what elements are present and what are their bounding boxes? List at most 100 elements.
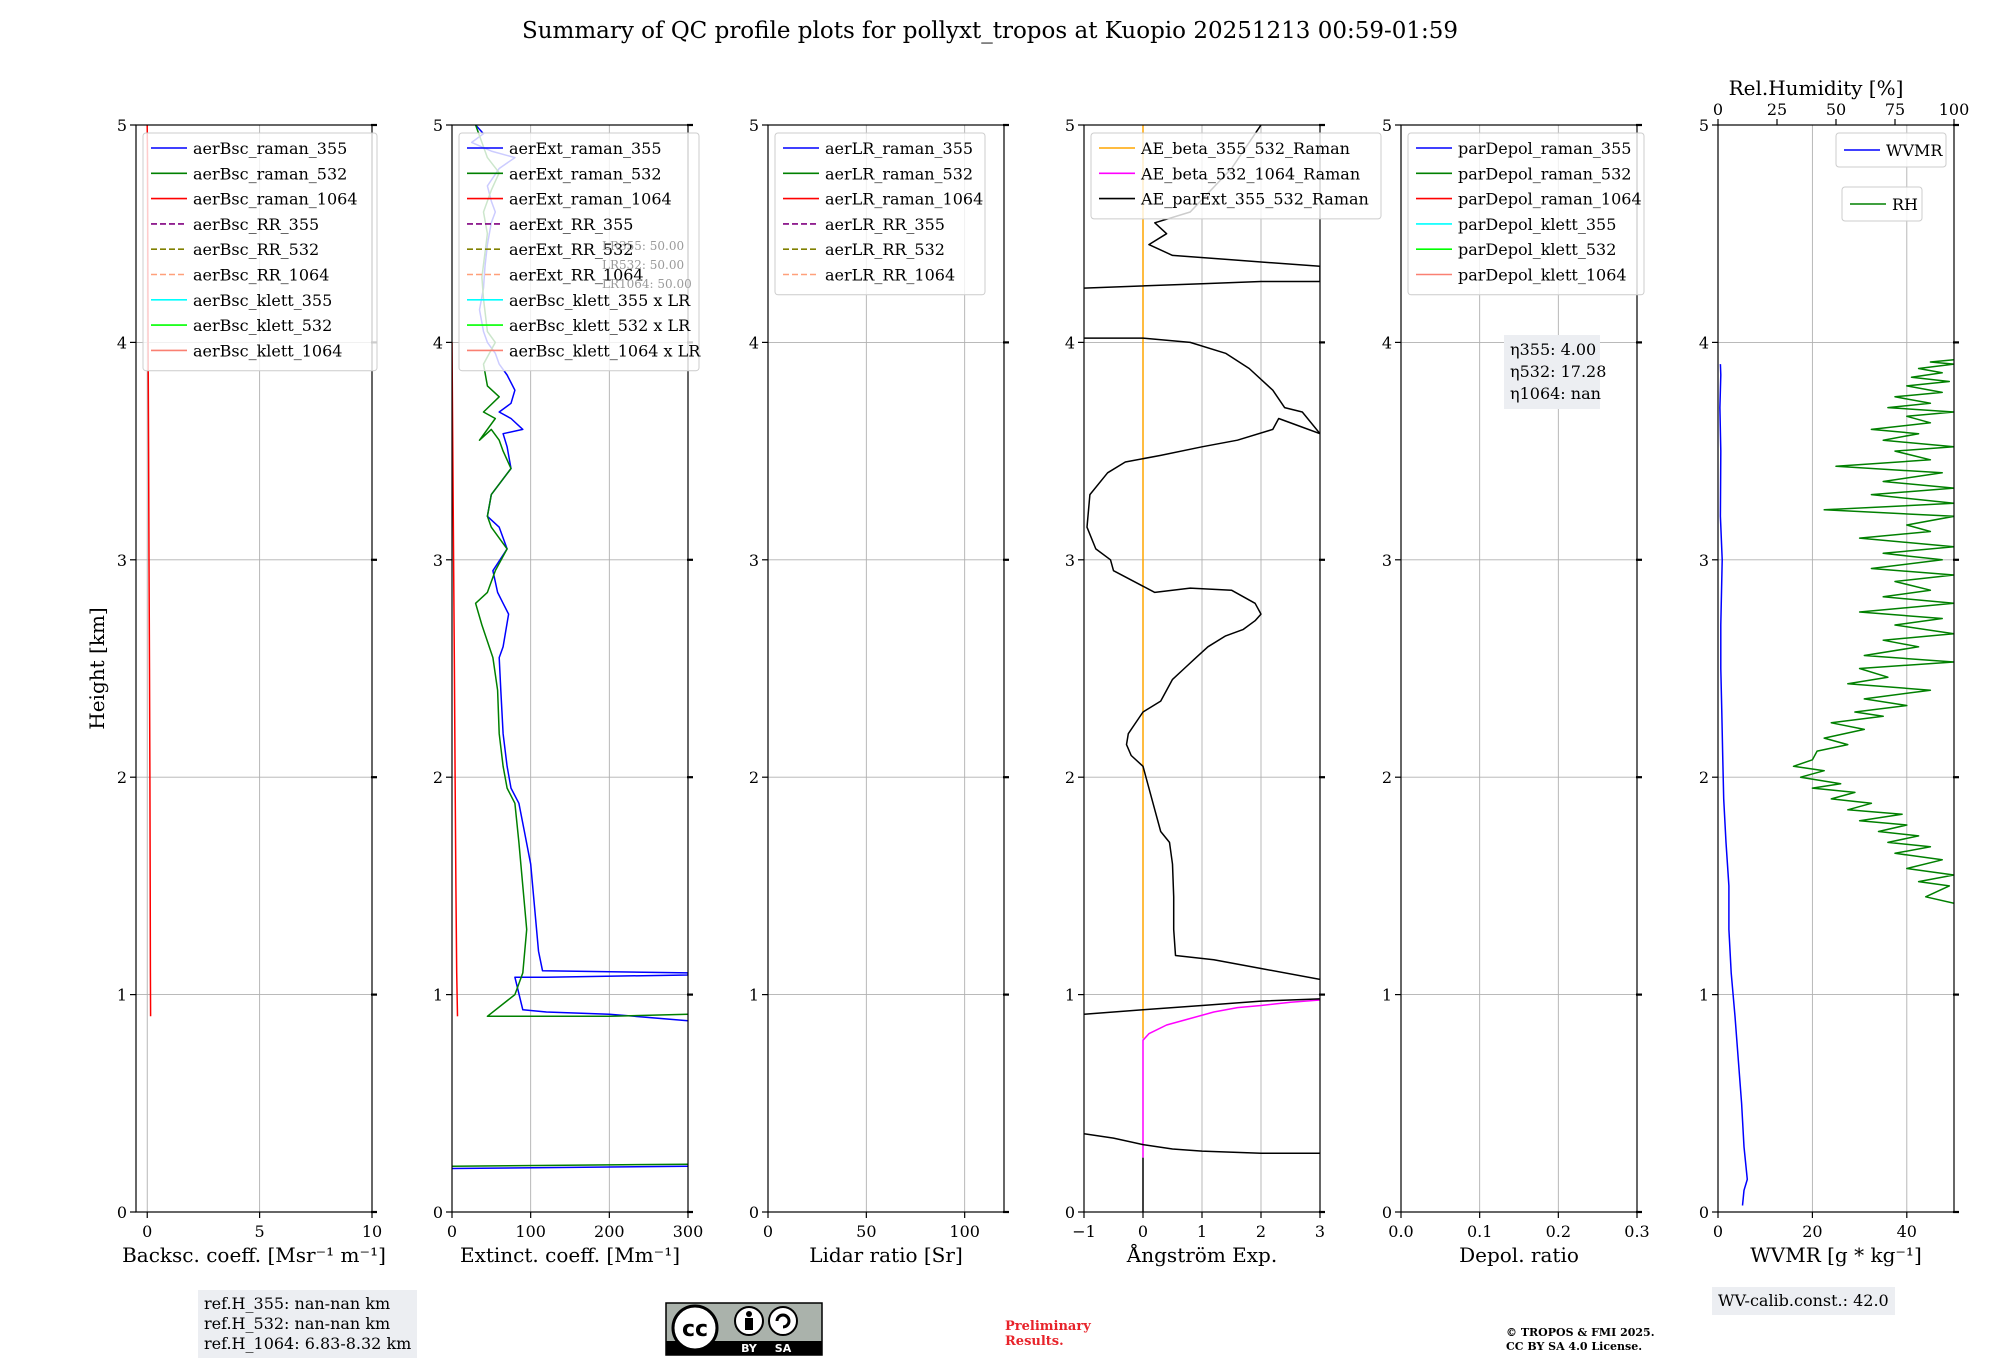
- legend-label: aerLR_raman_532: [825, 164, 973, 183]
- y-tick-label: 4: [1065, 333, 1075, 352]
- y-tick-label: 5: [1065, 116, 1075, 135]
- panel-depol: 0.0 0.1 0.2 0.3 0 1 2 3 4 5 Depol. ratio parDepol_r…: [1382, 116, 1650, 1267]
- y-tick-label: 0: [749, 1203, 759, 1222]
- y-tick-label: 0: [1065, 1203, 1075, 1222]
- series-AE_beta_532_1064_Raman: [1142, 999, 1320, 1158]
- y-tick-label: 5: [433, 116, 443, 135]
- lidar-ratio-annotation: LR532: 50.00: [602, 258, 684, 272]
- legend-label: parDepol_klett_355: [1458, 215, 1616, 234]
- preliminary-line-2: Results.: [1005, 1334, 1064, 1349]
- legend-label: WVMR: [1886, 141, 1943, 160]
- top-x-tick-label: 25: [1767, 100, 1787, 119]
- x-tick-label: 40: [1897, 1222, 1917, 1241]
- x-tick-label: 20: [1802, 1222, 1822, 1241]
- panel-ext: 0 100 200 300 0 1 2 3 4 5 Extinct. coeff. [Mm⁻¹] ae…: [433, 116, 703, 1267]
- top-x-tick-label: 0: [1713, 100, 1723, 119]
- legend-label: parDepol_raman_1064: [1458, 190, 1642, 209]
- legend-frame: [1835, 132, 1947, 168]
- cc-badge-by: BY: [741, 1342, 758, 1355]
- y-tick-label: 3: [117, 551, 127, 570]
- y-tick-label: 4: [117, 333, 127, 352]
- y-tick-label: 0: [117, 1203, 127, 1222]
- legend-label: aerBsc_klett_1064 x LR: [509, 341, 701, 360]
- y-tick-label: 1: [433, 986, 443, 1005]
- legend-label: aerBsc_klett_532 x LR: [509, 316, 691, 335]
- legend-label: aerExt_raman_1064: [509, 190, 672, 209]
- x-tick-label: 50: [856, 1222, 876, 1241]
- top-x-tick-label: 100: [1939, 100, 1970, 119]
- x-tick-label: 0: [142, 1222, 152, 1241]
- x-axis-label: Depol. ratio: [1459, 1243, 1579, 1267]
- x-tick-label: 0.2: [1546, 1222, 1571, 1241]
- x-tick-label: 3: [1315, 1222, 1325, 1241]
- x-tick-label: −1: [1072, 1222, 1096, 1241]
- figure-title: Summary of QC profile plots for pollyxt_…: [521, 18, 1459, 44]
- x-tick-label: 300: [673, 1222, 704, 1241]
- legend: AE_beta_355_532_Raman AE_beta_532_1064_Ra…: [1090, 132, 1382, 220]
- legend-label: aerLR_RR_532: [825, 240, 945, 259]
- legend: aerLR_raman_355 aerLR_raman_532 aerLR_rama…: [774, 132, 986, 296]
- y-tick-label: 3: [749, 551, 759, 570]
- y-tick-label: 0: [433, 1203, 443, 1222]
- x-tick-label: 0: [1713, 1222, 1723, 1241]
- copyright-line-1: © TROPOS & FMI 2025.: [1506, 1326, 1655, 1339]
- legend-label: aerLR_raman_355: [825, 139, 973, 158]
- x-tick-label: 1: [1197, 1222, 1207, 1241]
- legend-label: AE_parExt_355_532_Raman: [1140, 190, 1369, 209]
- y-tick-label: 5: [1699, 116, 1709, 135]
- legend-label: aerBsc_klett_1064: [193, 341, 342, 360]
- x-axis-label: Extinct. coeff. [Mm⁻¹]: [460, 1243, 680, 1267]
- legend-frame: [458, 132, 700, 372]
- y-tick-label: 2: [433, 768, 443, 787]
- series-group: [1084, 125, 1320, 1212]
- y-tick-label: 1: [117, 986, 127, 1005]
- legend-label: parDepol_raman_355: [1458, 139, 1631, 158]
- reference-height-box: ref.H_355: nan-nan km ref.H_532: nan-nan…: [198, 1290, 418, 1358]
- y-tick-label: 3: [1382, 551, 1392, 570]
- top-x-tick-label: 50: [1826, 100, 1846, 119]
- legend: parDepol_raman_355 parDepol_raman_532 parD…: [1407, 132, 1645, 296]
- x-axis-label: Lidar ratio [Sr]: [809, 1243, 963, 1267]
- series-WVMR: [1719, 364, 1749, 1206]
- refh-532: ref.H_532: nan-nan km: [204, 1314, 391, 1333]
- x-tick-label: 0: [763, 1222, 773, 1241]
- y-tick-label: 0: [1382, 1203, 1392, 1222]
- y-tick-label: 4: [1382, 333, 1392, 352]
- legend-frame: [1090, 132, 1382, 220]
- x-tick-label: 0.3: [1624, 1222, 1649, 1241]
- refh-1064: ref.H_1064: 6.83-8.32 km: [204, 1334, 412, 1353]
- top-x-tick-label: 75: [1885, 100, 1905, 119]
- lidar-ratio-annotation: LR355: 50.00: [602, 239, 684, 253]
- legend-label: aerBsc_klett_355 x LR: [509, 291, 691, 310]
- legend: aerExt_raman_355 aerExt_raman_532 aerExt_r…: [458, 132, 701, 372]
- legend-label: aerExt_RR_1064: [509, 266, 644, 285]
- legend-frame: [142, 132, 378, 372]
- series-aerExt_raman_355_low: [452, 1165, 688, 1170]
- wv-calib-text: WV-calib.const.: 42.0: [1718, 1291, 1889, 1310]
- eta-annotation: η532: 17.28: [1510, 362, 1606, 381]
- wv-calib-box: WV-calib.const.: 42.0: [1712, 1287, 1895, 1315]
- panel-wv: 0 20 40 0 1 2 3 4 5 WVMR [g * kg⁻¹] 0 25 50 75 100 Rel.…: [1699, 76, 1969, 1267]
- legend-label: RH: [1892, 195, 1918, 214]
- legend-label: aerLR_RR_355: [825, 215, 945, 234]
- lidar-ratio-annotation: LR1064: 50.00: [602, 277, 692, 291]
- legend-label: parDepol_klett_1064: [1458, 266, 1627, 285]
- preliminary-note: Preliminary Results.: [1005, 1319, 1091, 1349]
- y-axis-title: Height [km]: [85, 607, 109, 729]
- legend-label: parDepol_klett_532: [1458, 240, 1616, 259]
- legend-label: parDepol_raman_532: [1458, 164, 1631, 183]
- legend-label: aerLR_RR_1064: [825, 266, 955, 285]
- series-AE_parExt_main: [1084, 337, 1320, 981]
- x-tick-label: 0.1: [1467, 1222, 1492, 1241]
- x-tick-label: 100: [515, 1222, 546, 1241]
- legend-label: aerExt_raman_355: [509, 139, 662, 158]
- legend-label: aerBsc_raman_355: [193, 139, 347, 158]
- series-aerExt_raman_532_low: [452, 1163, 688, 1168]
- legend-label: aerBsc_RR_355: [193, 215, 319, 234]
- y-tick-label: 4: [749, 333, 759, 352]
- axes-frame: [1717, 124, 1955, 1213]
- y-tick-label: 1: [749, 986, 759, 1005]
- panel-lr: 0 50 100 0 1 2 3 4 5 Lidar ratio [Sr] aerLR_raman_…: [749, 116, 1009, 1267]
- y-tick-label: 3: [1065, 551, 1075, 570]
